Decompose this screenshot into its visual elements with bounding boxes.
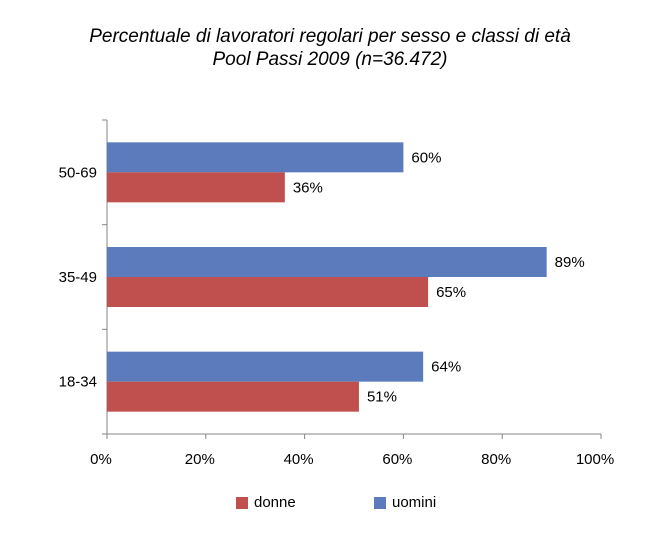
- data-label-donne-35-49: 65%: [436, 284, 466, 301]
- y-tick-label-18-34: 18-34: [59, 374, 97, 391]
- data-label-donne-18-34: 51%: [367, 389, 397, 406]
- bar-donne-18-34: [107, 381, 359, 412]
- legend-swatch-donne: [236, 496, 248, 509]
- y-tick-label-35-49: 35-49: [59, 269, 97, 286]
- data-label-uomini-35-49: 89%: [555, 254, 585, 271]
- bar-donne-50-69: [107, 172, 285, 203]
- y-tick-label-50-69: 50-69: [59, 164, 97, 181]
- data-label-uomini-18-34: 64%: [431, 359, 461, 376]
- chart-subtitle: Pool Passi 2009 (n=36.472): [212, 49, 448, 70]
- data-label-uomini-50-69: 60%: [411, 149, 441, 166]
- legend-item-uomini: uomini: [374, 494, 436, 511]
- bar-uomini-35-49: [107, 247, 547, 277]
- legend-swatch-uomini: [374, 496, 386, 509]
- bar-uomini-50-69: [107, 142, 404, 173]
- bar-uomini-18-34: [107, 351, 424, 382]
- x-tick-label-40: 40%: [284, 451, 314, 468]
- legend-item-donne: donne: [236, 494, 296, 511]
- legend-label-donne: donne: [254, 494, 296, 511]
- chart-title: Percentuale di lavoratori regolari per s…: [89, 26, 571, 47]
- legend-label-uomini: uomini: [392, 494, 437, 511]
- bar-donne-35-49: [107, 277, 429, 307]
- x-tick-label-0: 0%: [90, 451, 112, 468]
- x-tick-label-60: 60%: [382, 451, 412, 468]
- x-tick-label-80: 80%: [481, 451, 511, 468]
- data-label-donne-50-69: 36%: [293, 179, 323, 196]
- x-tick-label-20: 20%: [185, 451, 215, 468]
- x-tick-label-100: 100%: [576, 451, 614, 468]
